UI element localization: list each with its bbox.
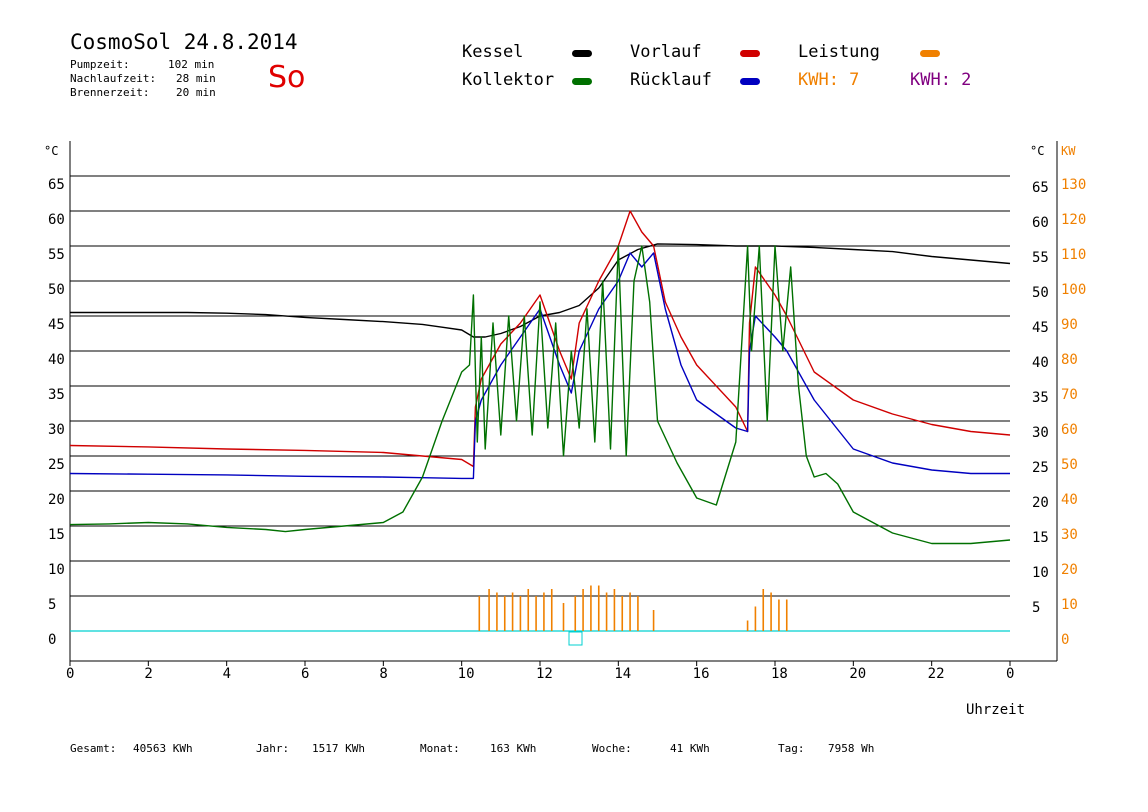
footer-gesamt-label: Gesamt: (70, 742, 117, 755)
y-right-tick-40: 40 (1032, 355, 1049, 371)
x-tick-8: 16 (693, 666, 710, 682)
footer-jahr-label: Jahr: (256, 742, 290, 755)
legend-kessel-label: Kessel (462, 42, 524, 62)
y-kw-tick-30: 30 (1061, 527, 1078, 543)
y-left-tick-40: 40 (48, 352, 65, 368)
y-right-tick-15: 15 (1032, 530, 1049, 546)
legend-kwh2: KWH: 2 (910, 70, 972, 90)
chart-lines (69, 210, 1011, 545)
y-left-tick-35: 35 (48, 387, 65, 403)
y-kw-tick-120: 120 (1061, 212, 1086, 228)
series-line-vorlauf (69, 210, 1011, 468)
pumpzeit-value: 102 min (168, 58, 215, 71)
x-tick-7: 14 (614, 666, 631, 682)
y-kw-tick-0: 0 (1061, 632, 1069, 648)
y-right-tick-30: 30 (1032, 425, 1049, 441)
legend-vorlauf-label: Vorlauf (630, 42, 702, 62)
y-left-tick-10: 10 (48, 562, 65, 578)
y-kw-tick-80: 80 (1061, 352, 1078, 368)
footer-monat-label: Monat: (420, 742, 460, 755)
legend-leistung-label: Leistung (798, 42, 880, 62)
y-right-tick-45: 45 (1032, 320, 1049, 336)
x-tick-12: 0 (1006, 666, 1014, 682)
y-right-tick-50: 50 (1032, 285, 1049, 301)
y-left-tick-65: 65 (48, 177, 65, 193)
series-line-kollektor (69, 245, 1011, 545)
y-kw-tick-10: 10 (1061, 597, 1078, 613)
legend-vorlauf-swatch (740, 50, 760, 57)
weekday-label: So (268, 60, 306, 95)
x-tick-0: 0 (66, 666, 74, 682)
legend-kollektor-swatch (572, 78, 592, 85)
y-left-tick-60: 60 (48, 212, 65, 228)
y-right-tick-60: 60 (1032, 215, 1049, 231)
footer-gesamt-value: 40563 KWh (133, 742, 193, 755)
y-kw-tick-130: 130 (1061, 177, 1086, 193)
footer-woche-label: Woche: (592, 742, 632, 755)
y-right-tick-20: 20 (1032, 495, 1049, 511)
legend-ruecklauf-swatch (740, 78, 760, 85)
legend-leistung-swatch (920, 50, 940, 57)
x-tick-3: 6 (301, 666, 309, 682)
y-kw-tick-110: 110 (1061, 247, 1086, 263)
y-right-tick-55: 55 (1032, 250, 1049, 266)
series-line-kessel (70, 243, 1011, 338)
y-kw-tick-60: 60 (1061, 422, 1078, 438)
chart-grid (70, 175, 1010, 597)
legend-ruecklauf-label: Rücklauf (630, 70, 712, 90)
chart-axes (69, 141, 1058, 662)
footer-woche-value: 41 KWh (670, 742, 710, 755)
cursor-marker (568, 631, 583, 646)
y-left-tick-0: 0 (48, 632, 56, 648)
y-left-tick-20: 20 (48, 492, 65, 508)
y-left-tick-45: 45 (48, 317, 65, 333)
series-line-rcklauf (69, 252, 1010, 480)
y-kw-tick-70: 70 (1061, 387, 1078, 403)
x-tick-5: 10 (458, 666, 475, 682)
x-tick-1: 2 (144, 666, 152, 682)
brennerzeit-label: Brennerzeit: (70, 86, 150, 99)
y-kw-tick-90: 90 (1061, 317, 1078, 333)
y-kw-tick-50: 50 (1061, 457, 1078, 473)
y-left-unit: °C (44, 144, 58, 158)
chart-power-bars (478, 585, 788, 631)
x-tick-11: 22 (928, 666, 945, 682)
x-tick-10: 20 (849, 666, 866, 682)
y-right-tick-10: 10 (1032, 565, 1049, 581)
footer-monat-value: 163 KWh (490, 742, 537, 755)
y-right-unit: °C (1030, 144, 1044, 158)
chart-title: CosmoSol 24.8.2014 (70, 30, 298, 54)
y-kw-tick-100: 100 (1061, 282, 1086, 298)
y-left-tick-15: 15 (48, 527, 65, 543)
footer-jahr-value: 1517 KWh (312, 742, 365, 755)
y-right-tick-35: 35 (1032, 390, 1049, 406)
y-left-tick-5: 5 (48, 597, 56, 613)
y-right-tick-65: 65 (1032, 180, 1049, 196)
y-kw-tick-20: 20 (1061, 562, 1078, 578)
x-tick-6: 12 (536, 666, 553, 682)
nachlaufzeit-value: 28 min (176, 72, 216, 85)
x-tick-4: 8 (379, 666, 387, 682)
y-left-tick-30: 30 (48, 422, 65, 438)
pumpzeit-label: Pumpzeit: (70, 58, 130, 71)
y-left-tick-25: 25 (48, 457, 65, 473)
y-right-tick-25: 25 (1032, 460, 1049, 476)
footer-tag-label: Tag: (778, 742, 805, 755)
legend-kollektor-label: Kollektor (462, 70, 555, 90)
legend-kessel-swatch (572, 50, 592, 57)
y-kw-unit: KW (1061, 144, 1076, 158)
x-axis-label: Uhrzeit (966, 702, 1026, 718)
y-left-tick-50: 50 (48, 282, 65, 298)
y-kw-tick-40: 40 (1061, 492, 1078, 508)
nachlaufzeit-label: Nachlaufzeit: (70, 72, 157, 85)
legend-kwh1: KWH: 7 (798, 70, 860, 90)
y-right-tick-5: 5 (1032, 600, 1040, 616)
chart-ticks: °C °C KW0510152025303540455055606551015202… (44, 144, 1086, 682)
brennerzeit-value: 20 min (176, 86, 216, 99)
x-tick-2: 4 (223, 666, 231, 682)
footer-tag-value: 7958 Wh (828, 742, 875, 755)
y-left-tick-55: 55 (48, 247, 65, 263)
x-tick-9: 18 (771, 666, 788, 682)
